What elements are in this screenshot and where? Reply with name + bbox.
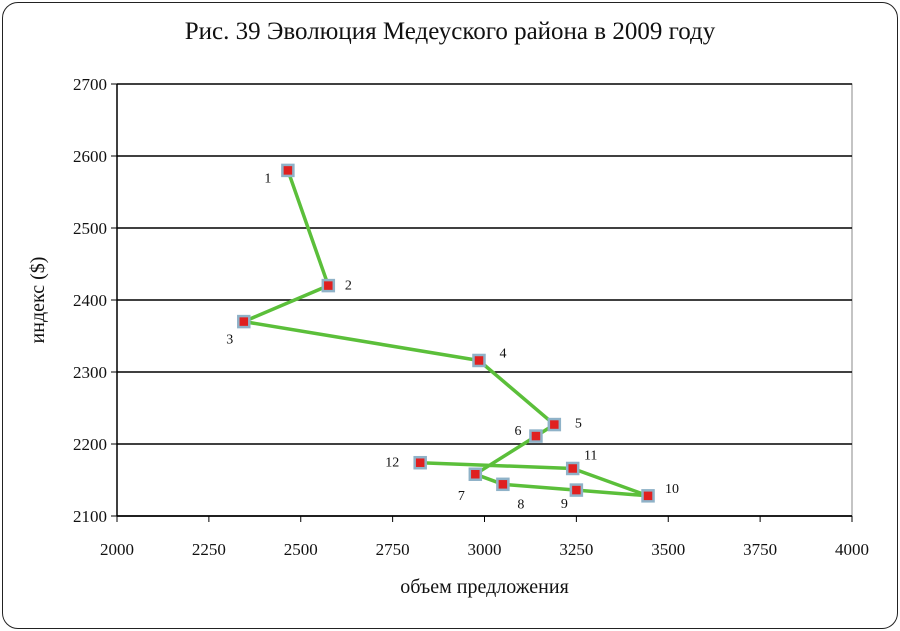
- series-line: [242, 169, 650, 498]
- data-point-label: 10: [665, 482, 679, 497]
- y-tick-label: 2200: [73, 435, 107, 454]
- data-point-marker: [565, 461, 580, 476]
- x-axis-title: объем предложения: [400, 576, 569, 598]
- y-tick-label: 2600: [73, 147, 107, 166]
- data-point-marker: [281, 163, 295, 178]
- y-tick-label: 2300: [73, 363, 107, 382]
- data-point-label: 3: [226, 333, 233, 348]
- x-tick-label: 2250: [192, 540, 226, 559]
- data-point-marker: [529, 429, 543, 443]
- y-tick-label: 2700: [73, 75, 107, 94]
- data-point-label: 8: [517, 497, 524, 512]
- y-axis-title: индекс ($): [27, 257, 49, 344]
- data-point-label: 12: [385, 456, 399, 471]
- x-tick-label: 3500: [651, 540, 685, 559]
- y-tick-label: 2500: [73, 219, 107, 238]
- x-tick-label: 2750: [376, 540, 410, 559]
- data-point-marker: [569, 483, 584, 497]
- data-point-label: 6: [514, 424, 521, 439]
- data-point-marker: [237, 314, 251, 329]
- data-point-marker: [496, 477, 510, 492]
- data-point-marker: [472, 353, 486, 368]
- chart-title: Рис. 39 Эволюция Медеуского района в 200…: [184, 18, 716, 45]
- x-tick-label: 3250: [559, 540, 593, 559]
- data-point-marker: [468, 467, 483, 481]
- data-point-label: 2: [345, 279, 352, 294]
- data-point-marker: [413, 455, 427, 470]
- x-tick-label: 3750: [743, 540, 777, 559]
- data-point-marker: [547, 417, 562, 432]
- data-point-label: 4: [499, 346, 506, 361]
- data-point-marker: [321, 278, 336, 293]
- x-tick-label: 3000: [468, 540, 502, 559]
- data-point-label: 1: [264, 171, 271, 186]
- data-point-label: 5: [575, 417, 582, 432]
- data-point-label: 11: [584, 448, 597, 463]
- data-point-marker: [641, 489, 655, 503]
- x-tick-label: 2000: [100, 540, 134, 559]
- data-point-label: 9: [561, 497, 568, 512]
- x-tick-label: 2500: [284, 540, 318, 559]
- x-tick-label: 4000: [835, 540, 869, 559]
- y-tick-label: 2100: [73, 507, 107, 526]
- y-tick-label: 2400: [73, 291, 107, 310]
- data-point-label: 7: [458, 489, 465, 504]
